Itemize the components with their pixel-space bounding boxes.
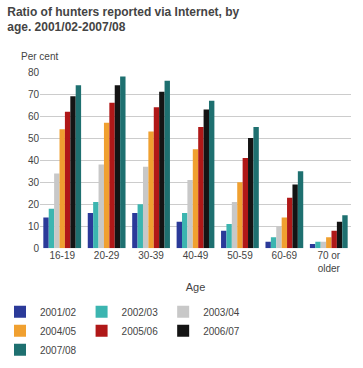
svg-text:2007/08: 2007/08 — [40, 345, 77, 356]
svg-text:70: 70 — [28, 89, 40, 100]
svg-text:50: 50 — [28, 133, 40, 144]
svg-text:0: 0 — [33, 243, 39, 254]
svg-text:20-29: 20-29 — [94, 250, 120, 261]
svg-text:2004/05: 2004/05 — [40, 326, 77, 337]
svg-text:2002/03: 2002/03 — [122, 307, 159, 318]
svg-text:Per cent: Per cent — [21, 51, 58, 62]
svg-text:40-49: 40-49 — [183, 250, 209, 261]
svg-text:30: 30 — [28, 177, 40, 188]
svg-text:60: 60 — [28, 111, 40, 122]
svg-text:2006/07: 2006/07 — [203, 326, 240, 337]
svg-text:2005/06: 2005/06 — [122, 326, 159, 337]
svg-text:2001/02: 2001/02 — [40, 307, 77, 318]
svg-text:Age: Age — [186, 281, 206, 293]
svg-text:80: 80 — [28, 67, 40, 78]
svg-text:16-19: 16-19 — [49, 250, 75, 261]
svg-text:40: 40 — [28, 155, 40, 166]
svg-text:20: 20 — [28, 199, 40, 210]
svg-text:60-69: 60-69 — [272, 250, 298, 261]
svg-text:70 orolder: 70 orolder — [317, 250, 340, 274]
svg-text:30-39: 30-39 — [138, 250, 164, 261]
svg-text:Ratio of hunters reported via: Ratio of hunters reported via Internet, … — [7, 5, 239, 35]
svg-text:50-59: 50-59 — [227, 250, 253, 261]
svg-text:2003/04: 2003/04 — [203, 307, 240, 318]
svg-text:10: 10 — [28, 221, 40, 232]
